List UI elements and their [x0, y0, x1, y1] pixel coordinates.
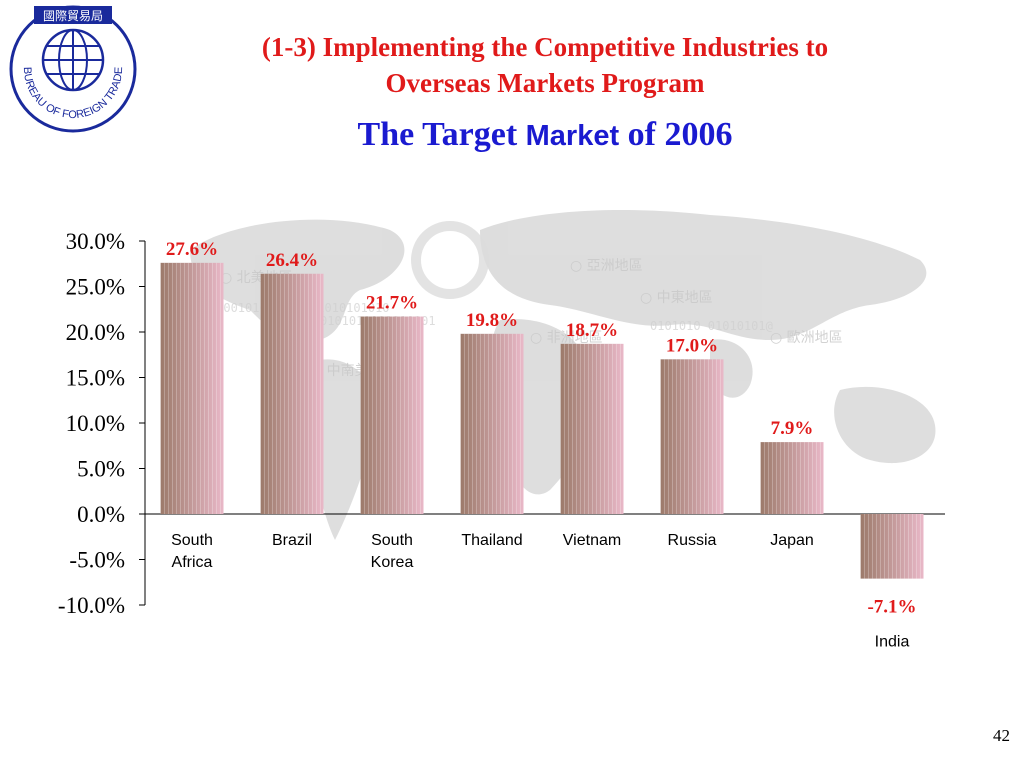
- y-tick-label: 15.0%: [66, 366, 125, 391]
- svg-text:○ 中東地區: ○ 中東地區: [640, 290, 713, 306]
- bureau-of-foreign-trade-logo: 國際貿易局 BUREAU OF FOREIGN TRADE: [9, 5, 137, 133]
- category-label: South: [171, 532, 213, 549]
- category-label: India: [875, 634, 910, 651]
- svg-text:0101010 01010101@: 0101010 01010101@: [650, 319, 773, 333]
- bar-texture: [660, 359, 724, 514]
- subtitle-part-1: The Target: [357, 116, 526, 153]
- y-tick-label: 0.0%: [77, 502, 125, 527]
- category-label: Korea: [371, 554, 414, 571]
- y-tick-label: -10.0%: [58, 593, 125, 618]
- category-label: Russia: [668, 532, 717, 549]
- svg-text:○ 亞洲地區: ○ 亞洲地區: [570, 258, 643, 274]
- subtitle-part-3: of 2006: [619, 116, 733, 153]
- category-label: South: [371, 532, 413, 549]
- svg-text:○ 歐洲地區: ○ 歐洲地區: [770, 330, 843, 346]
- y-tick-label: -5.0%: [69, 548, 125, 573]
- category-label: Vietnam: [563, 532, 621, 549]
- chart-labels: 27.6% South Africa 26.4% Brazil 21.7% South Kor…: [166, 239, 917, 651]
- bar-texture: [760, 442, 824, 514]
- data-label: 18.7%: [566, 320, 618, 341]
- data-label: 19.8%: [466, 310, 518, 331]
- bar-texture: [260, 273, 324, 514]
- category-label: Japan: [770, 532, 814, 549]
- chart-subtitle: The Target Market of 2006: [160, 116, 930, 154]
- chart-axes: 30.0% 25.0% 20.0% 15.0% 10.0% 5.0% 0.0% -5.0% -1…: [58, 229, 945, 618]
- bar-texture: [160, 262, 224, 514]
- y-tick-label: 20.0%: [66, 320, 125, 345]
- subtitle-part-2: Market: [525, 120, 620, 152]
- logo-top-text: 國際貿易局: [43, 9, 103, 23]
- y-tick-label: 10.0%: [66, 411, 125, 436]
- data-label: 26.4%: [266, 250, 318, 271]
- y-tick-label: 5.0%: [77, 457, 125, 482]
- bar-texture: [460, 333, 524, 514]
- page-number: 42: [993, 726, 1010, 745]
- bar-texture: [860, 514, 924, 579]
- data-label: 7.9%: [771, 418, 814, 439]
- category-label: Africa: [172, 554, 213, 571]
- bar-texture: [560, 343, 624, 514]
- slide-title-line-1: (1-3) Implementing the Competitive Indus…: [261, 32, 829, 62]
- data-label: -7.1%: [867, 597, 916, 618]
- data-label: 21.7%: [366, 293, 418, 314]
- data-label: 17.0%: [666, 335, 718, 356]
- svg-text:○ 非洲地區: ○ 非洲地區: [530, 330, 603, 346]
- y-tick-label: 25.0%: [66, 275, 125, 300]
- data-label: 27.6%: [166, 239, 218, 260]
- category-label: Brazil: [272, 532, 312, 549]
- y-tick-label: 30.0%: [66, 229, 125, 254]
- chart-bars: [160, 262, 924, 579]
- bar-texture: [360, 316, 424, 514]
- slide-title-line-2: Overseas Markets Program: [385, 68, 705, 98]
- category-label: Thailand: [461, 532, 522, 549]
